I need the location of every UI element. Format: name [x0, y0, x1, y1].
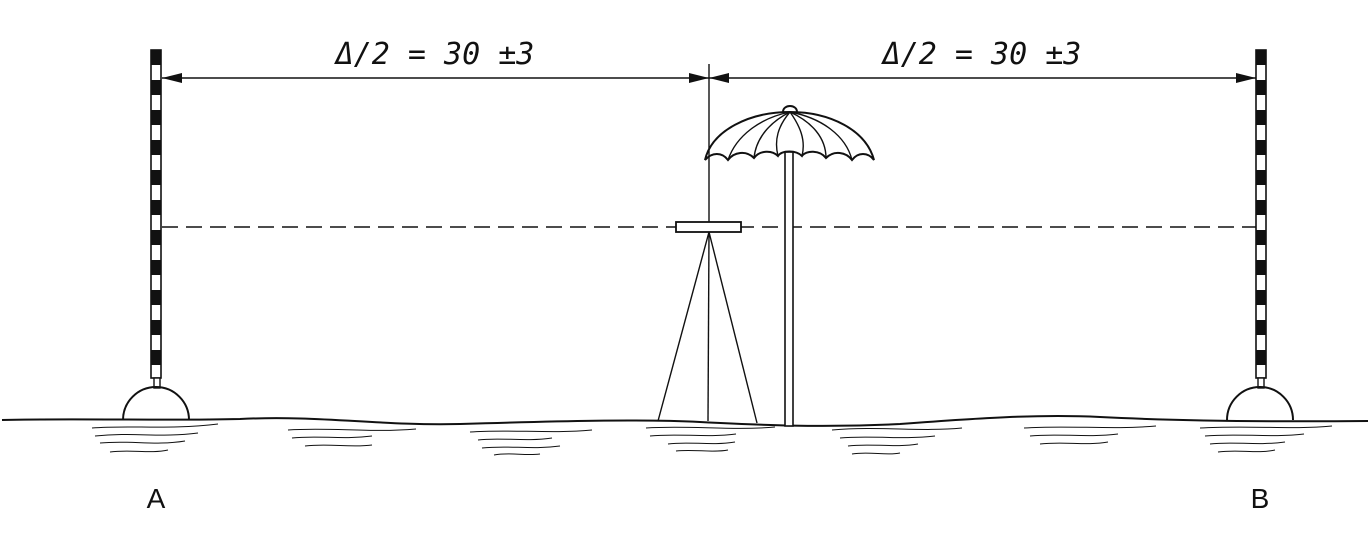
pole-stripe	[1256, 320, 1266, 335]
pole-stripe	[1256, 200, 1266, 215]
pole-stripe	[1256, 140, 1266, 155]
ranging-pole-b	[1226, 49, 1294, 421]
pole-stripe	[151, 80, 161, 95]
pole-stripe	[1256, 50, 1266, 65]
pole-stripe	[151, 170, 161, 185]
pole-stripe	[1256, 230, 1266, 245]
dimension-line	[162, 64, 1256, 222]
pole-stripe	[1256, 260, 1266, 275]
pole-stripe	[151, 50, 161, 65]
pole-stripe	[151, 140, 161, 155]
level-instrument-tripod	[657, 221, 758, 424]
pole-stripe	[151, 200, 161, 215]
umbrella	[704, 105, 875, 427]
point-label-b: B	[1251, 483, 1270, 514]
pole-stripe	[1256, 80, 1266, 95]
pole-stripe	[151, 290, 161, 305]
ranging-pole-a	[122, 49, 190, 421]
ground-hatching	[91, 423, 1333, 456]
pole-stripe	[1256, 290, 1266, 305]
point-label-a: A	[147, 483, 166, 514]
ground-line	[1, 414, 1369, 427]
pole-stripe	[151, 320, 161, 335]
dimension-label-right: Δ/2 = 30 ±3	[881, 37, 1082, 72]
pole-stripe	[151, 350, 161, 365]
pole-stripe	[1256, 350, 1266, 365]
dimension-label-left: Δ/2 = 30 ±3	[334, 37, 535, 72]
pole-stripe	[151, 260, 161, 275]
pole-stripe	[1256, 170, 1266, 185]
pole-stripe	[151, 230, 161, 245]
pole-stripe	[1256, 110, 1266, 125]
pole-stripe	[151, 110, 161, 125]
